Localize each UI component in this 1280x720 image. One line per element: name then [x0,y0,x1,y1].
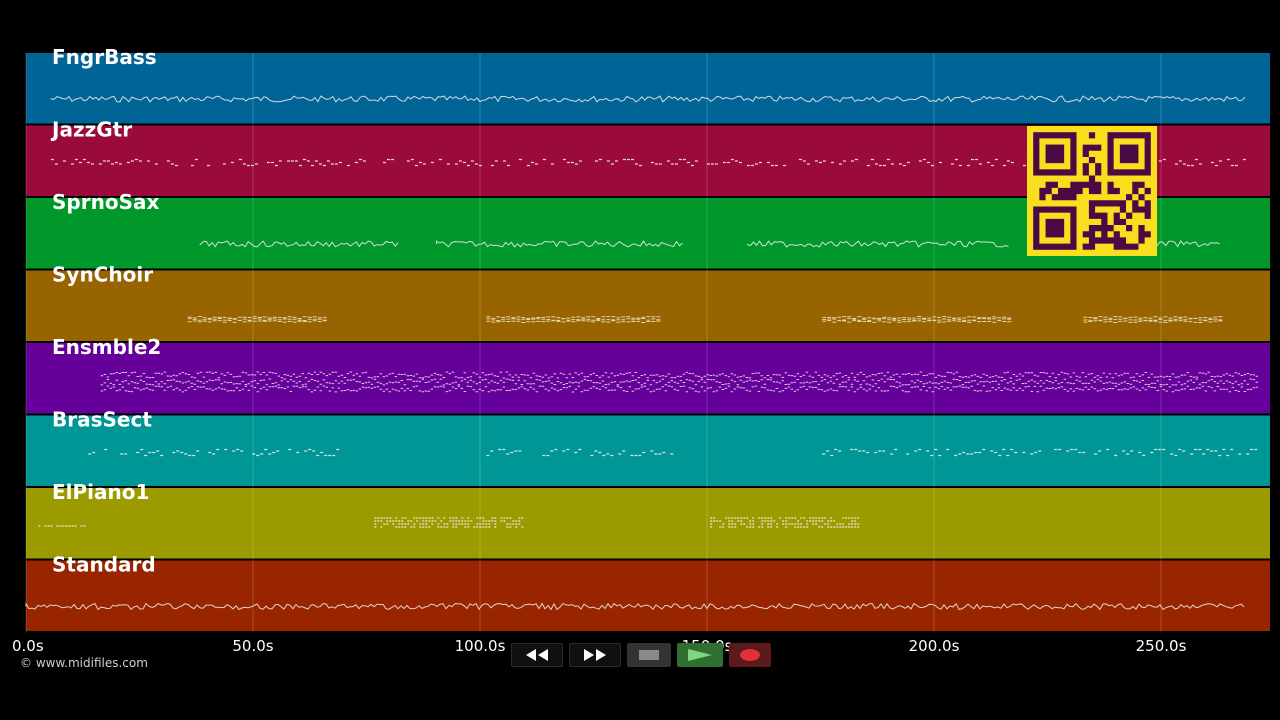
fast-forward-button[interactable] [569,643,621,667]
qr-finder-core [1045,144,1065,164]
qr-modules [1039,132,1151,250]
note-trace [486,316,661,323]
qr-code [1027,126,1157,256]
track-notes [25,602,1245,611]
play-icon [688,649,712,661]
track-notes [88,448,1258,457]
note-trace [710,517,860,528]
tick-label: 50.0s [232,637,273,655]
note-trace [100,371,1259,393]
note-trace [88,448,340,457]
note-trace [822,316,1012,323]
track-name: JazzGtr [50,118,132,142]
note-trace [187,316,327,323]
tick-label: 100.0s [455,637,506,655]
track-notes [100,371,1259,393]
track-labels: FngrBass JazzGtr SprnoSax SynChoir Ensmble2 B… [50,45,161,577]
note-trace [486,448,674,457]
track-name: ElPiano1 [52,480,149,504]
track-name: SprnoSax [52,190,159,214]
track-notes [38,517,860,528]
note-trace [436,240,683,248]
track-lane [26,270,1270,341]
qr-finder-core [1119,144,1139,164]
note-trace [50,95,1246,103]
track-lane [26,488,1270,559]
copyright-notice: © www.midifiles.com [20,656,148,670]
record-icon [740,649,760,661]
track-notes [50,95,1246,103]
track-lane [26,560,1270,631]
fast-forward-icon [584,649,606,661]
tick-label: 0.0s [12,637,44,655]
note-trace [25,602,1245,611]
time-gridlines [25,53,1162,633]
tick-label: 250.0s [1136,637,1187,655]
track-name: Standard [52,553,156,577]
play-button[interactable] [677,643,723,667]
track-lane [26,415,1270,486]
qr-finder-core [1045,218,1065,238]
transport-controls [511,643,771,667]
stop-icon [639,650,659,660]
note-trace [822,448,1258,457]
track-name: BrasSect [52,408,152,432]
stop-button[interactable] [627,643,671,667]
track-name: Ensmble2 [52,335,161,359]
track-notes [187,316,1223,323]
note-trace [374,517,524,528]
rewind-icon [526,649,548,661]
record-button[interactable] [729,643,771,667]
track-lane [26,53,1270,124]
track-name: SynChoir [52,263,153,287]
note-trace [199,240,399,248]
track-name: FngrBass [52,45,157,69]
note-trace [1083,316,1223,323]
tick-label: 200.0s [909,637,960,655]
rewind-button[interactable] [511,643,563,667]
note-trace [747,240,1009,248]
note-layer [25,95,1259,611]
